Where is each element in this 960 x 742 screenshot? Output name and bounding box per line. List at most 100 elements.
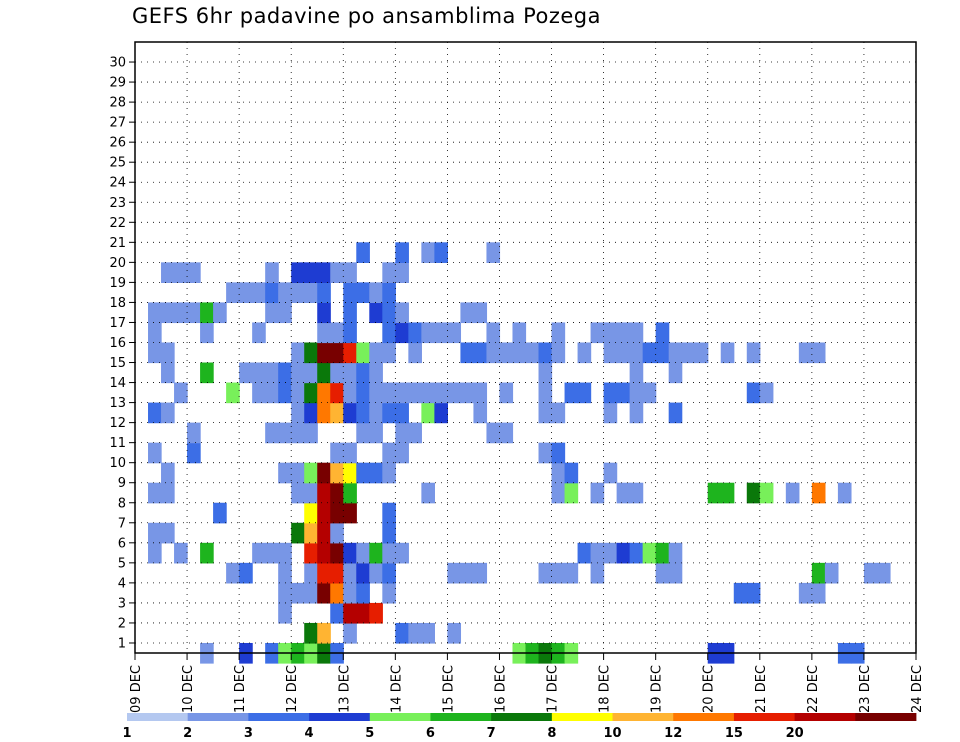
- heatmap-cell: [265, 302, 279, 324]
- heatmap-cell: [174, 302, 188, 324]
- colorbar-swatch: [369, 713, 431, 721]
- x-tick-label: 19 DEC: [650, 665, 665, 713]
- heatmap-cell: [317, 562, 331, 584]
- heatmap-cell: [343, 442, 357, 464]
- heatmap-cell: [330, 562, 344, 584]
- heatmap-cell: [330, 582, 344, 604]
- heatmap-cell: [200, 322, 214, 344]
- heatmap-cell: [252, 542, 266, 564]
- heatmap-cell: [395, 542, 409, 564]
- y-tick-label: 17: [109, 316, 126, 331]
- heatmap-cell: [668, 362, 683, 384]
- heatmap-cell: [421, 482, 435, 504]
- heatmap-cell: [460, 342, 475, 364]
- heatmap-cell: [161, 482, 175, 504]
- heatmap-cell: [252, 282, 266, 304]
- heatmap-cell: [603, 382, 618, 404]
- heatmap-cell: [278, 542, 292, 564]
- heatmap-cell: [616, 542, 631, 564]
- heatmap-cell: [590, 562, 605, 584]
- heatmap-cell: [538, 362, 553, 384]
- heatmap-cell: [369, 422, 383, 444]
- heatmap-cell: [317, 542, 331, 564]
- heatmap-cell: [304, 342, 318, 364]
- heatmap-cell: [317, 382, 331, 404]
- colorbar-label: 10: [603, 726, 621, 741]
- heatmap-cell: [148, 442, 162, 464]
- heatmap-cell: [720, 342, 735, 364]
- heatmap-cell: [785, 482, 800, 504]
- colorbar-label: 7: [487, 726, 496, 741]
- heatmap-cell: [330, 382, 344, 404]
- heatmap-cell: [564, 562, 579, 584]
- heatmap-cell: [369, 402, 383, 424]
- heatmap-cell: [603, 342, 618, 364]
- heatmap-cell: [161, 342, 175, 364]
- heatmap-cell: [356, 242, 370, 263]
- colorbar-label: 5: [365, 726, 374, 741]
- y-tick-label: 28: [109, 96, 126, 111]
- y-tick-label: 29: [109, 76, 126, 91]
- heatmap-cell: [616, 482, 631, 504]
- y-tick-label: 3: [118, 596, 126, 611]
- heatmap-cell: [330, 502, 344, 524]
- heatmap-cell: [551, 482, 566, 504]
- y-tick-label: 10: [109, 456, 126, 471]
- y-tick-label: 5: [118, 556, 126, 571]
- y-tick-label: 9: [118, 476, 126, 491]
- heatmap-cells: [148, 242, 891, 664]
- heatmap-cell: [343, 402, 357, 424]
- heatmap-cell: [291, 582, 305, 604]
- heatmap-cell: [551, 322, 566, 344]
- heatmap-cell: [499, 382, 514, 404]
- heatmap-cell: [291, 482, 305, 504]
- heatmap-cell: [161, 462, 175, 484]
- heatmap-cell: [746, 382, 761, 404]
- heatmap-cell: [668, 562, 683, 584]
- heatmap-cell: [460, 562, 475, 584]
- heatmap-cell: [759, 482, 774, 504]
- heatmap-cell: [317, 462, 331, 484]
- heatmap-cell: [551, 402, 566, 424]
- colorbar-label: 15: [725, 726, 743, 741]
- heatmap-cell: [629, 322, 644, 344]
- x-tick-label: 12 DEC: [285, 665, 300, 713]
- y-tick-label: 7: [118, 516, 126, 531]
- colorbar-swatch: [612, 713, 674, 721]
- heatmap-cell: [486, 422, 501, 444]
- heatmap-cell: [421, 622, 435, 644]
- heatmap-cell: [317, 262, 331, 283]
- heatmap-cell: [291, 382, 305, 404]
- heatmap-cell: [590, 542, 605, 564]
- x-tick-label: 17 DEC: [546, 665, 561, 713]
- heatmap-cell: [798, 342, 813, 364]
- heatmap-cell: [369, 602, 383, 624]
- x-tick-label: 23 DEC: [858, 665, 873, 713]
- heatmap-cell: [317, 282, 331, 304]
- heatmap-cell: [278, 422, 292, 444]
- heatmap-cell: [642, 542, 657, 564]
- y-tick-label: 26: [109, 136, 126, 151]
- heatmap-cell: [187, 442, 201, 464]
- heatmap-cell: [304, 522, 318, 544]
- colorbar-swatch: [673, 713, 735, 721]
- heatmap-cell: [694, 342, 709, 364]
- heatmap-cell: [460, 302, 475, 324]
- heatmap-cell: [148, 482, 162, 504]
- heatmap-cell: [356, 402, 370, 424]
- heatmap-cell: [395, 302, 409, 324]
- heatmap-cell: [564, 382, 579, 404]
- heatmap-cell: [395, 402, 409, 424]
- heatmap-cell: [200, 302, 214, 324]
- heatmap-cell: [330, 442, 344, 464]
- heatmap-cell: [408, 382, 422, 404]
- heatmap-cell: [486, 342, 501, 364]
- heatmap-cell: [343, 562, 357, 584]
- colorbar-swatch: [430, 713, 492, 721]
- heatmap-cell: [590, 482, 605, 504]
- grid-lines: [135, 42, 916, 653]
- y-tick-label: 22: [109, 216, 126, 231]
- colorbar-label: 1: [122, 726, 131, 741]
- heatmap-cell: [447, 622, 462, 644]
- heatmap-cell: [304, 282, 318, 304]
